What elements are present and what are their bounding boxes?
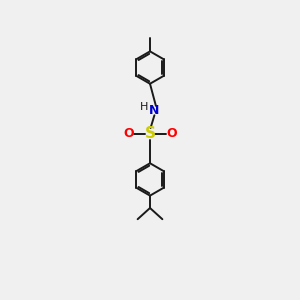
- Text: H: H: [140, 102, 148, 112]
- Text: O: O: [124, 127, 134, 140]
- Text: O: O: [166, 127, 176, 140]
- Text: N: N: [149, 104, 160, 117]
- Text: S: S: [145, 126, 155, 141]
